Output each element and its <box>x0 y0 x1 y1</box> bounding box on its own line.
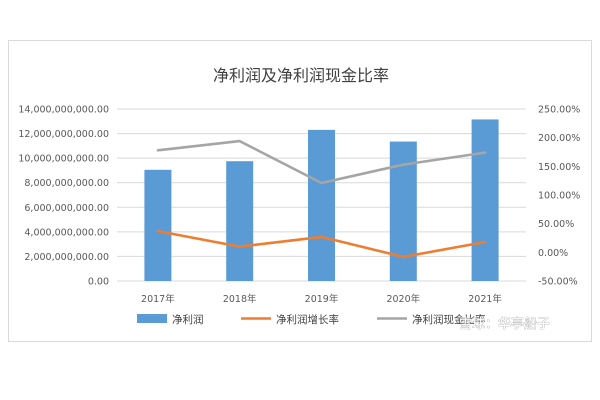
bar <box>471 119 499 281</box>
left-tick-label: 0.00 <box>88 277 109 288</box>
chart-frame: 净利润及净利润现金比率 0.00 2,000,000,000.00 4,000,00… <box>8 40 592 342</box>
watermark-text: 雪球：华亭船子 <box>459 316 550 332</box>
legend-swatch <box>137 314 167 323</box>
right-tick-label: -50.00% <box>538 277 578 288</box>
x-axis-ticks: 2017年 2018年 2019年 2020年 2021年 <box>141 293 502 305</box>
line-series <box>156 139 487 259</box>
right-tick-label: 0.00% <box>538 248 568 259</box>
bar-series <box>144 119 499 281</box>
left-tick-label: 6,000,000,000.00 <box>24 203 109 214</box>
x-tick-label: 2017年 <box>141 293 175 305</box>
x-tick-label: 2020年 <box>386 293 420 305</box>
right-axis-ticks: -50.00% 0.00% 50.00% 100.00% 150.00% 200.00% 2… <box>538 105 580 288</box>
left-tick-label: 14,000,000,000.00 <box>18 105 109 116</box>
bar <box>226 161 254 281</box>
left-tick-label: 8,000,000,000.00 <box>24 178 109 189</box>
left-axis-ticks: 0.00 2,000,000,000.00 4,000,000,000.00 6,00… <box>18 105 109 288</box>
series-line <box>156 229 487 259</box>
x-tick-label: 2018年 <box>223 293 257 305</box>
legend-label: 净利润增长率 <box>276 313 339 326</box>
right-tick-label: 200.00% <box>538 133 580 144</box>
right-tick-label: 50.00% <box>538 219 574 230</box>
x-tick-label: 2019年 <box>305 293 339 305</box>
left-tick-label: 2,000,000,000.00 <box>24 252 109 263</box>
series-line <box>156 139 487 185</box>
left-tick-label: 12,000,000,000.00 <box>18 129 109 140</box>
legend-label: 净利润现金比率 <box>412 313 486 326</box>
right-tick-label: 250.00% <box>538 105 580 116</box>
chart: 净利润及净利润现金比率 0.00 2,000,000,000.00 4,000,00… <box>18 66 580 332</box>
legend-label: 净利润 <box>172 313 204 326</box>
bar <box>144 169 172 281</box>
right-tick-label: 100.00% <box>538 191 580 202</box>
x-tick-label: 2021年 <box>468 293 502 305</box>
right-tick-label: 150.00% <box>538 162 580 173</box>
left-tick-label: 10,000,000,000.00 <box>18 154 109 165</box>
legend: 净利润 净利润增长率 净利润现金比率 <box>137 313 486 326</box>
chart-title: 净利润及净利润现金比率 <box>213 66 389 85</box>
bar <box>308 129 335 281</box>
left-tick-label: 4,000,000,000.00 <box>24 227 109 238</box>
